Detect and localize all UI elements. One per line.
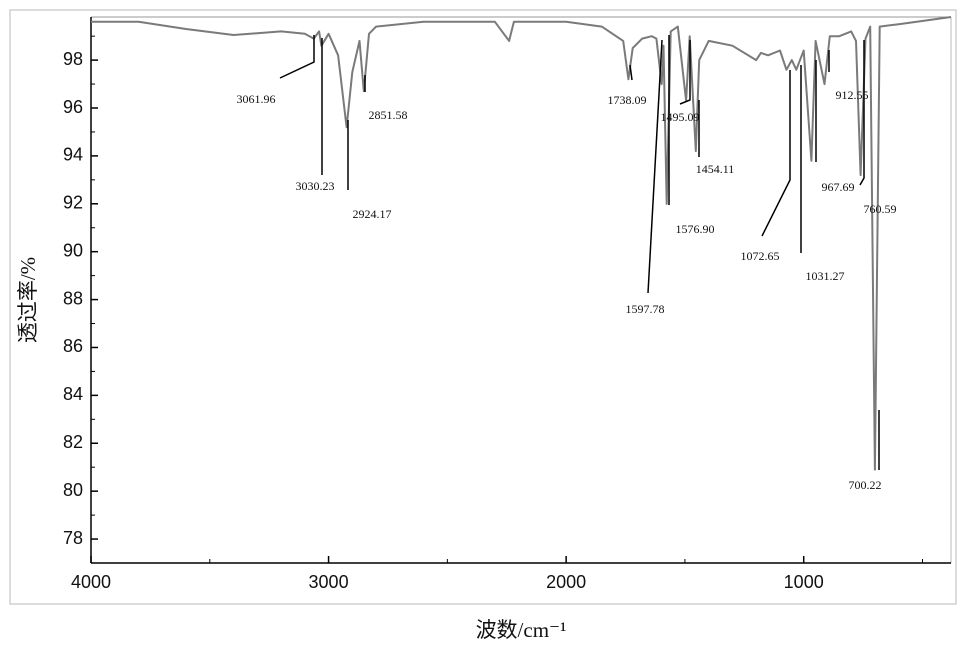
peak-label: 1495.09 <box>661 110 700 124</box>
leader-line <box>859 40 865 186</box>
peak-label: 760.59 <box>864 202 897 216</box>
x-tick-label: 4000 <box>71 572 111 592</box>
y-tick-label: 92 <box>63 193 83 213</box>
y-tick-label: 80 <box>63 480 83 500</box>
frame <box>9 9 957 605</box>
y-tick-label: 78 <box>63 528 83 548</box>
leader-line <box>279 35 315 79</box>
y-tick-label: 94 <box>63 145 83 165</box>
peak-label: 1454.11 <box>696 162 735 176</box>
peak-label: 700.22 <box>849 478 882 492</box>
peak-label: 1576.90 <box>676 222 715 236</box>
y-tick-label: 86 <box>63 336 83 356</box>
y-tick-label: 82 <box>63 432 83 452</box>
peak-label: 2851.58 <box>369 108 408 122</box>
x-axis-label: 波数/cm⁻¹ <box>476 618 567 642</box>
peak-label: 3061.96 <box>237 92 276 106</box>
peak-label: 1738.09 <box>608 93 647 107</box>
leader-line <box>647 39 663 294</box>
peak-label: 912.55 <box>836 88 869 102</box>
y-tick-label: 98 <box>63 49 83 69</box>
spectrum-line <box>91 16 952 471</box>
x-tick-label: 1000 <box>784 572 824 592</box>
y-tick-label: 90 <box>63 240 83 260</box>
x-tick-label: 3000 <box>309 572 349 592</box>
peak-label: 1072.65 <box>741 249 780 263</box>
leader-line <box>679 40 691 105</box>
peak-label: 1597.78 <box>626 302 665 316</box>
y-tick-label: 96 <box>63 97 83 117</box>
peak-label: 2924.17 <box>353 207 392 221</box>
leader-line <box>629 64 633 81</box>
peak-label: 967.69 <box>822 180 855 194</box>
peak-label: 1031.27 <box>806 269 845 283</box>
peak-label: 3030.23 <box>296 179 335 193</box>
leader-line <box>761 70 791 237</box>
y-tick-label: 88 <box>63 288 83 308</box>
y-tick-label: 84 <box>63 384 83 404</box>
y-axis-label: 透过率/% <box>16 257 40 343</box>
x-tick-label: 2000 <box>546 572 586 592</box>
